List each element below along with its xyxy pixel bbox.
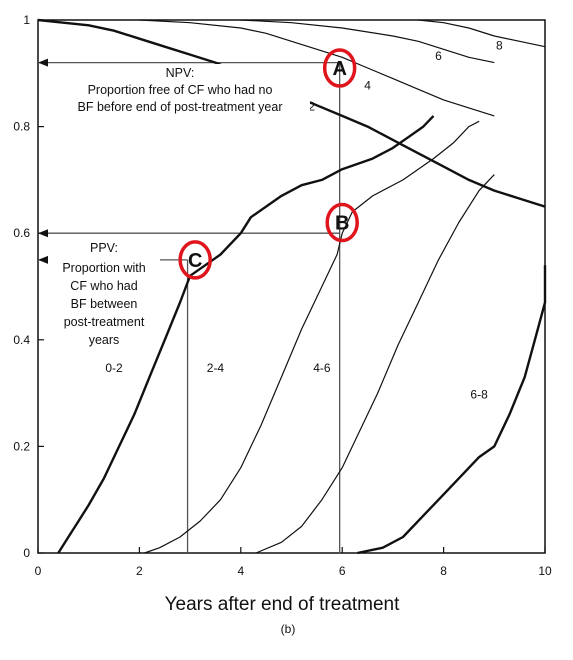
series-label-4: 4 <box>364 78 371 92</box>
series-line-6-8 <box>357 265 547 555</box>
x-tick-label-6: 6 <box>339 564 346 578</box>
x-axis-ticks: 0 2 4 6 8 10 <box>35 547 552 578</box>
x-axis-label: Years after end of treatment <box>165 594 401 615</box>
y-tick-label-0.8: 0.8 <box>13 120 30 134</box>
series-line-6 <box>240 19 495 64</box>
npv-annotation-line-3: BF before end of post-treatment year <box>78 100 283 114</box>
y-tick-label-0: 0 <box>23 546 30 560</box>
x-tick-label-2: 2 <box>136 564 143 578</box>
ppv-annotation-line-4: BF between <box>71 297 138 311</box>
y-tick-label-1: 1 <box>23 13 30 27</box>
series-line-4-6 <box>255 174 495 554</box>
marker-circle-B <box>325 202 359 243</box>
series-line-8 <box>418 19 546 48</box>
ppv-annotation-line-6: years <box>89 333 120 347</box>
marker-circle-C <box>178 240 212 280</box>
series-line-0-2 <box>57 115 435 554</box>
figure-subcaption: (b) <box>281 622 296 636</box>
y-axis-ticks: 0 0.2 0.4 0.6 0.8 1 <box>13 13 44 560</box>
series-labels: 2 4 6 8 0-2 2-4 4-6 6-8 <box>105 38 503 401</box>
ppv-annotation-line-2: Proportion with <box>62 261 145 275</box>
x-tick-label-10: 10 <box>538 564 552 578</box>
x-tick-label-0: 0 <box>35 564 42 578</box>
series-line-4 <box>139 19 495 117</box>
ppv-annotation: PPV: Proportion with CF who had BF betwe… <box>48 238 160 347</box>
series-label-4-6: 4-6 <box>313 361 331 375</box>
guide-arrowhead-0 <box>38 58 48 67</box>
marker-label-B: B <box>335 213 349 235</box>
y-tick-label-0.4: 0.4 <box>13 333 30 347</box>
series-label-2-4: 2-4 <box>207 361 225 375</box>
y-tick-label-0.2: 0.2 <box>13 439 30 453</box>
marker-label-C: C <box>188 250 202 272</box>
y-tick-label-0.6: 0.6 <box>13 226 30 240</box>
marker-circle-A <box>322 48 357 88</box>
series-label-2: 2 <box>308 100 315 114</box>
series-label-6-8: 6-8 <box>470 387 488 401</box>
ppv-annotation-line-3: CF who had <box>70 279 137 293</box>
series-label-8: 8 <box>496 38 503 52</box>
ppv-annotation-line-5: post-treatment <box>64 315 145 329</box>
npv-annotation: NPV: Proportion free of CF who had no BF… <box>48 64 310 116</box>
series-label-0-2: 0-2 <box>105 361 123 375</box>
guide-arrowhead-2 <box>38 255 48 264</box>
x-tick-label-4: 4 <box>237 564 244 578</box>
npv-annotation-line-2: Proportion free of CF who had no <box>88 83 273 97</box>
marker-label-A: A <box>332 58 346 80</box>
ppv-annotation-line-1: PPV: <box>90 241 118 255</box>
series-label-6: 6 <box>435 49 442 63</box>
point-markers: A B C <box>178 48 359 280</box>
npv-annotation-line-1: NPV: <box>166 66 195 80</box>
series-line-2-4 <box>144 120 480 554</box>
x-tick-label-8: 8 <box>440 564 447 578</box>
